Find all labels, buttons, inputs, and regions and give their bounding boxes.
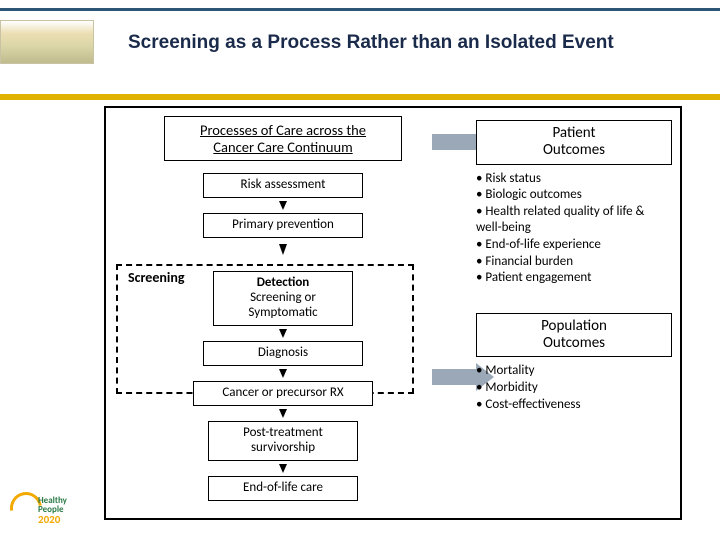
process-header-line1: Processes of Care across the	[200, 121, 366, 139]
box-eol-care: End-of-life care	[208, 476, 358, 501]
survivorship-line2: survivorship	[251, 440, 315, 455]
bullet-item: Financial burden	[476, 254, 672, 271]
detection-line2: Screening or	[250, 290, 316, 305]
bullet-item: Mortality	[476, 363, 672, 380]
patient-outcomes-list: Risk status Biologic outcomes Health rel…	[476, 171, 672, 287]
survivorship-line1: Post-treatment	[243, 425, 323, 440]
patient-outcomes-header: Patient Outcomes	[476, 120, 672, 165]
diagram-frame: Screening Processes of Care across the C…	[104, 106, 682, 520]
arrow-down-icon	[279, 464, 287, 473]
arrow-down-icon	[279, 329, 287, 338]
bullet-item: Patient engagement	[476, 270, 672, 287]
healthy-people-2020-logo: Healthy People 2020	[10, 492, 90, 530]
header: Screening as a Process Rather than an Is…	[0, 12, 720, 94]
box-risk-assessment: Risk assessment	[203, 173, 363, 198]
box-detection: Detection Screening or Symptomatic	[213, 271, 353, 326]
arrow-down-icon	[279, 244, 287, 255]
top-border-divider	[0, 8, 720, 11]
population-outcomes-line1: Population	[541, 317, 607, 335]
bullet-item: Health related quality of life & well-be…	[476, 204, 672, 237]
process-header-line2: Cancer Care Continuum	[213, 138, 352, 156]
bullet-item: Morbidity	[476, 380, 672, 397]
detection-line3: Symptomatic	[248, 305, 317, 320]
box-survivorship: Post-treatment survivorship	[208, 421, 358, 461]
hp-logo-name: Healthy People	[38, 495, 67, 515]
process-header-box: Processes of Care across the Cancer Care…	[164, 116, 402, 161]
box-cancer-rx: Cancer or precursor RX	[193, 381, 373, 406]
detection-line1: Detection	[257, 275, 310, 290]
population-outcomes-line2: Outcomes	[543, 334, 605, 352]
process-column: Processes of Care across the Cancer Care…	[164, 116, 402, 501]
page-title: Screening as a Process Rather than an Is…	[128, 32, 680, 55]
box-primary-prevention: Primary prevention	[203, 213, 363, 238]
patient-outcomes-line2: Outcomes	[543, 141, 605, 159]
arrow-down-icon	[279, 369, 287, 378]
slide-deck-thumbnail	[0, 20, 94, 64]
patient-outcomes-line1: Patient	[552, 124, 595, 142]
box-diagnosis: Diagnosis	[203, 341, 363, 366]
bullet-item: Biologic outcomes	[476, 187, 672, 204]
hp-logo-year: 2020	[38, 513, 60, 526]
arrow-down-icon	[279, 201, 287, 210]
gold-divider	[0, 94, 720, 100]
population-outcomes-list: Mortality Morbidity Cost-effectiveness	[476, 363, 672, 413]
bullet-item: End-of-life experience	[476, 237, 672, 254]
bullet-item: Risk status	[476, 171, 672, 188]
outcomes-column: Patient Outcomes Risk status Biologic ou…	[476, 120, 672, 413]
population-outcomes-header: Population Outcomes	[476, 313, 672, 358]
arrow-down-icon	[279, 409, 287, 418]
bullet-item: Cost-effectiveness	[476, 397, 672, 414]
